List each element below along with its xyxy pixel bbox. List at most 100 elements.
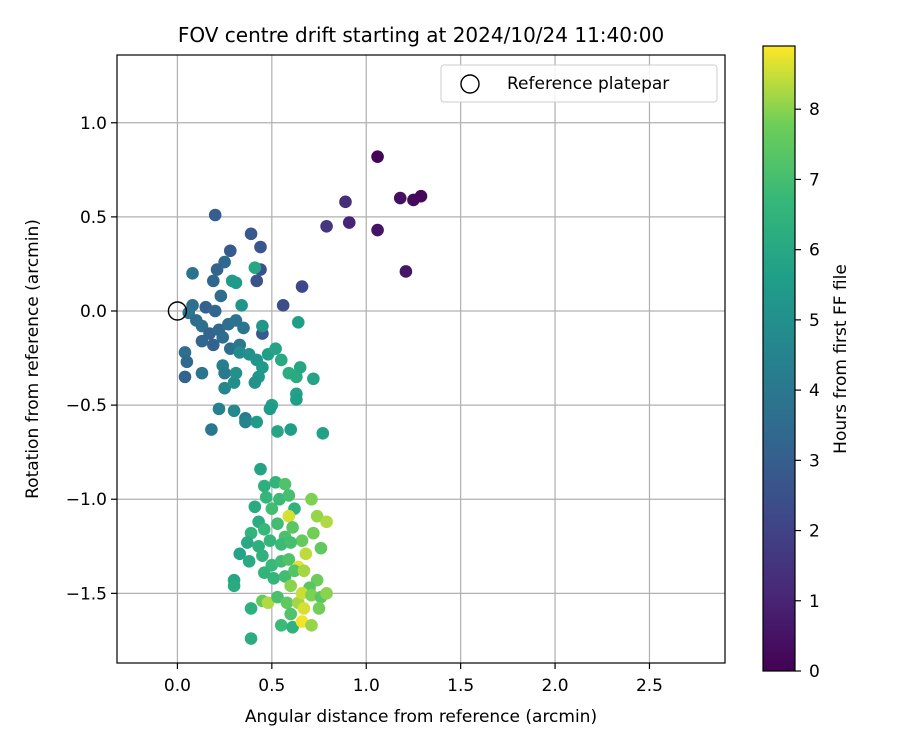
data-point	[239, 415, 252, 429]
data-point	[265, 502, 279, 515]
data-point	[250, 274, 264, 288]
data-point	[293, 361, 307, 374]
data-point	[295, 280, 309, 293]
colorbar-tick-label: 2	[809, 522, 820, 542]
data-point	[371, 223, 384, 237]
x-tick-label: 0.5	[258, 676, 285, 696]
data-point	[208, 304, 222, 318]
data-point	[254, 240, 267, 254]
data-point	[282, 509, 296, 523]
data-point	[278, 477, 292, 491]
data-point	[186, 267, 199, 280]
colorbar-tick-label: 7	[809, 170, 820, 190]
data-point	[284, 579, 298, 593]
data-point	[195, 366, 209, 380]
data-point	[286, 521, 299, 534]
data-point	[178, 370, 192, 384]
legend-marker-icon	[460, 74, 480, 94]
data-point	[227, 579, 241, 593]
chart-title: FOV centre drift starting at 2024/10/24 …	[178, 23, 664, 47]
data-point	[295, 615, 309, 628]
data-point	[206, 274, 220, 288]
data-point	[316, 427, 330, 440]
data-point	[339, 195, 352, 209]
data-point	[305, 619, 318, 632]
data-point	[206, 338, 220, 352]
data-point	[271, 517, 284, 531]
data-point	[286, 620, 299, 634]
x-axis: 0.0 0.5 1.0 1.5 2.0 2.5	[164, 663, 663, 696]
x-axis-label: Angular distance from reference (arcmin)	[245, 707, 597, 727]
data-point	[267, 571, 281, 585]
data-point	[223, 244, 237, 258]
data-point	[233, 346, 247, 359]
x-tick-label: 0.0	[164, 676, 191, 696]
data-point	[223, 342, 237, 355]
data-point	[218, 366, 231, 380]
data-point	[295, 534, 309, 547]
x-tick-label: 1.0	[353, 676, 380, 696]
data-point	[216, 331, 230, 344]
y-tick-label: −1.5	[66, 584, 107, 604]
data-point	[256, 319, 269, 333]
colorbar-tick-label: 6	[809, 241, 820, 261]
data-point	[271, 590, 284, 604]
data-point	[244, 602, 258, 615]
data-point	[199, 300, 213, 314]
data-point	[274, 619, 288, 632]
data-point	[320, 515, 333, 529]
data-point	[242, 555, 256, 568]
data-point	[284, 607, 298, 621]
data-point	[257, 523, 271, 536]
data-point	[212, 402, 226, 416]
data-point	[307, 526, 320, 540]
colorbar-tick-label: 8	[809, 100, 820, 120]
data-point	[291, 315, 305, 329]
data-point	[399, 265, 413, 278]
data-point	[256, 549, 269, 563]
x-tick-label: 2.5	[636, 676, 663, 696]
reference-platepar-marker	[167, 301, 188, 321]
data-point	[305, 588, 318, 602]
data-point	[297, 564, 311, 578]
y-tick-label: −0.5	[66, 396, 107, 416]
data-point	[320, 587, 333, 600]
data-point	[284, 423, 298, 436]
data-point	[371, 150, 384, 163]
data-point	[178, 346, 192, 359]
colorbar-tick-label: 5	[809, 311, 820, 331]
y-axis: −1.5 −1.0 −0.5 0.0 0.5 1.0	[66, 114, 117, 604]
data-point	[305, 492, 318, 506]
x-tick-label: 2.0	[542, 676, 569, 696]
data-point	[288, 564, 301, 578]
data-point	[320, 219, 333, 233]
legend-entry-reference-platepar: Reference platepar	[507, 74, 669, 94]
data-point	[227, 404, 241, 418]
data-point	[312, 602, 326, 615]
data-point	[218, 381, 231, 395]
data-point	[261, 596, 275, 610]
data-point	[195, 334, 209, 348]
data-point	[235, 299, 248, 312]
data-point	[250, 415, 264, 429]
data-point	[274, 353, 288, 367]
data-point	[244, 227, 258, 241]
data-point	[257, 479, 271, 493]
data-point	[248, 500, 262, 514]
data-point	[274, 538, 288, 551]
data-point	[393, 191, 407, 205]
data-point	[280, 596, 294, 610]
data-point	[240, 536, 254, 549]
data-point	[227, 376, 241, 389]
data-point	[259, 491, 273, 504]
data-point	[180, 355, 194, 369]
colorbar-tick-label: 4	[809, 381, 820, 401]
data-point	[263, 534, 277, 547]
data-point	[229, 366, 243, 380]
y-tick-label: −1.0	[66, 490, 107, 510]
data-point	[248, 261, 262, 275]
data-point	[278, 570, 292, 583]
data-point	[314, 541, 328, 555]
plot-frame	[116, 54, 726, 664]
